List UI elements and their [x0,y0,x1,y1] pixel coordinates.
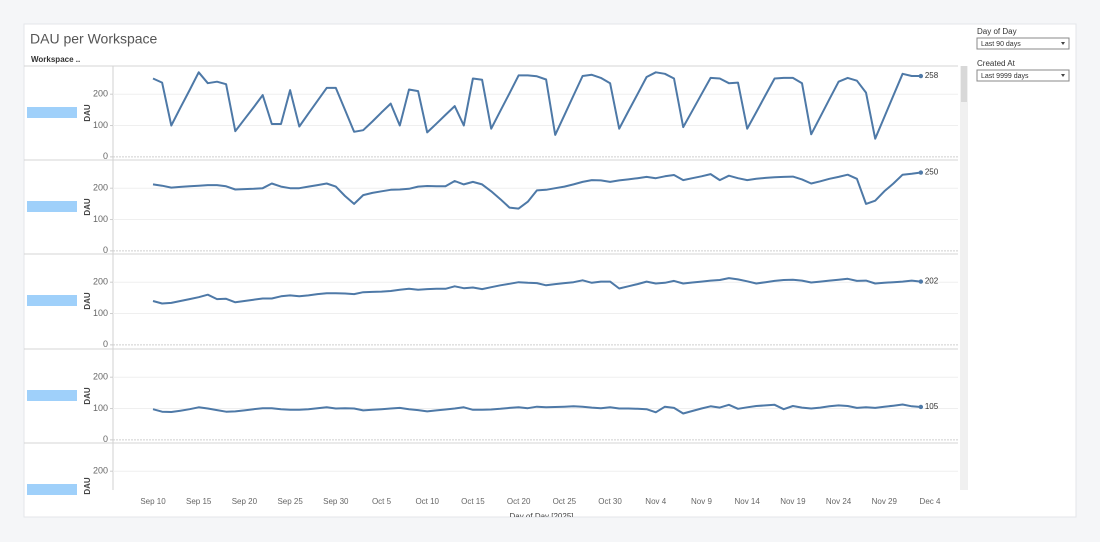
x-tick-label: Sep 15 [186,497,212,506]
x-tick-label: Nov 14 [734,497,760,506]
end-point [918,170,924,175]
y-tick-label: 100 [93,403,108,413]
x-tick-label: Sep 20 [232,497,258,506]
y-axis-label: DAU [83,477,92,495]
y-axis-label: DAU [83,292,92,310]
dropdown-arrow [1061,74,1065,77]
y-tick-label: 200 [93,277,108,287]
filter-label: Day of Day [977,27,1017,36]
y-axis-label: DAU [83,198,92,216]
filter-value: Last 9999 days [981,73,1029,80]
y-tick-label: 0 [103,245,108,255]
x-tick-label: Oct 20 [507,497,531,506]
x-tick-label: Sep 25 [277,497,303,506]
y-tick-label: 100 [93,214,108,224]
x-tick-label: Dec 4 [920,497,941,506]
y-axis-label: DAU [83,104,92,122]
line-series [152,71,921,140]
scroll-thumb[interactable] [961,66,967,102]
x-tick-label: Nov 19 [780,497,806,506]
x-axis-label: Day of Day [2025] [509,512,573,521]
filter-dropdown[interactable] [976,37,1070,50]
end-label: 202 [925,277,939,286]
end-point [918,73,924,79]
y-axis-label: DAU [83,387,92,405]
filter-label: Created At [977,59,1016,68]
filter-value: Last 90 days [981,41,1021,48]
line-series [152,171,922,210]
end-label: 258 [925,71,939,80]
row-label-bar[interactable] [27,484,77,495]
row-label-bar[interactable] [27,201,77,212]
x-tick-label: Oct 30 [598,497,622,506]
x-tick-label: Nov 4 [645,497,666,506]
line-series [152,403,921,415]
x-tick-label: Oct 15 [461,497,485,506]
y-tick-label: 200 [93,89,108,99]
filters: Day of Day Last 90 days Created At Last 999… [976,27,1070,82]
row-label-bar[interactable] [27,295,77,306]
y-tick-label: 0 [103,434,108,444]
y-tick-label: 200 [93,183,108,193]
row-label-bar[interactable] [27,390,77,401]
row-header: Workspace .. [31,55,80,64]
y-tick-label: 200 [93,372,108,382]
y-tick-label: 100 [93,308,108,318]
chart-title: DAU per Workspace [30,31,158,47]
x-tick-label: Oct 25 [553,497,577,506]
end-point [918,279,924,284]
y-tick-label: 100 [93,120,108,130]
plot: DAU 0 100 200 258 DAU 0 100 200 250 DAU 0 100 200 202 D… [24,65,958,521]
x-tick-label: Nov 29 [872,497,898,506]
x-tick-label: Nov 9 [691,497,712,506]
row-label-bar[interactable] [27,107,77,118]
y-tick-label: 0 [103,151,108,161]
dropdown-arrow [1061,42,1065,45]
x-tick-label: Oct 5 [372,497,392,506]
x-tick-label: Nov 24 [826,497,852,506]
filter-dropdown[interactable] [976,69,1070,82]
x-tick-label: Sep 10 [140,497,166,506]
line-series [152,277,922,305]
scrollbar[interactable] [960,66,968,490]
x-tick-label: Sep 30 [323,497,349,506]
end-point [918,404,924,410]
y-tick-label: 200 [93,466,108,476]
x-tick-label: Oct 10 [415,497,439,506]
end-label: 105 [925,402,939,411]
y-tick-label: 0 [103,339,108,349]
end-label: 250 [925,168,939,177]
